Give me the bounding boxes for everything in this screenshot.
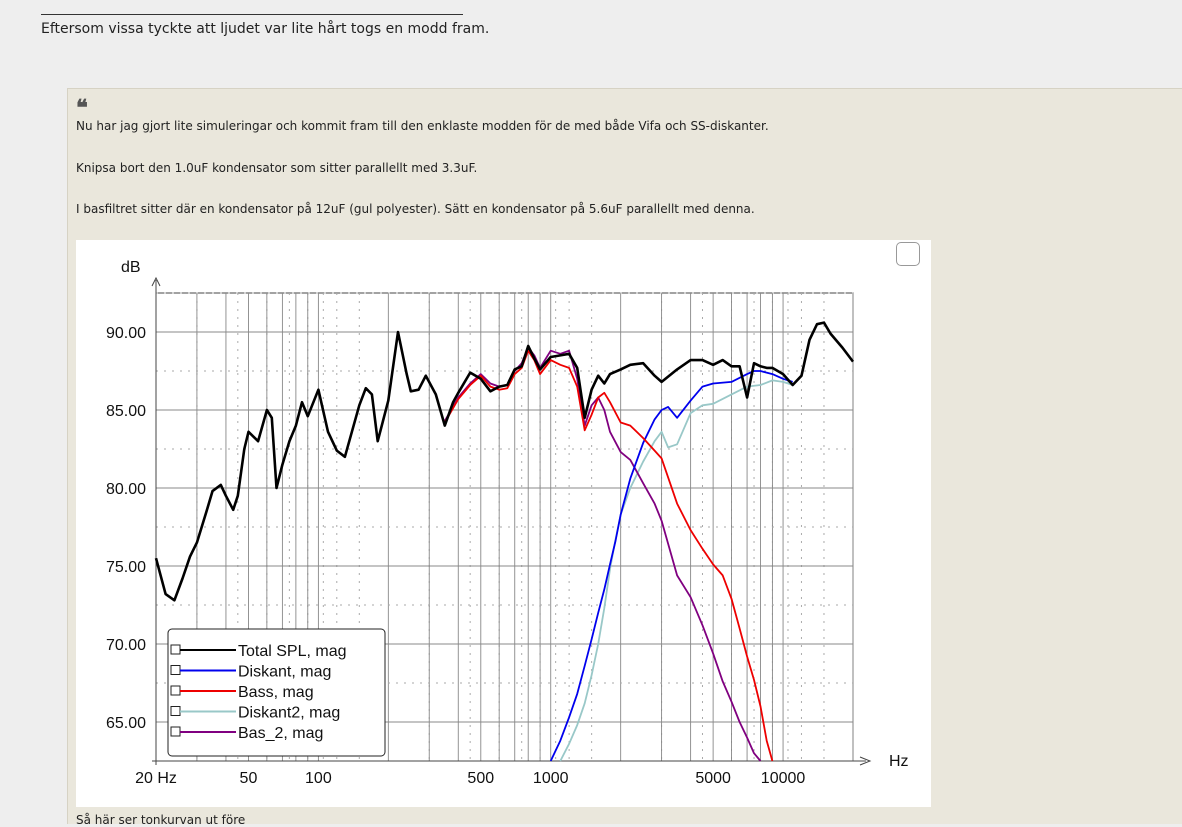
legend-label: Bas_2, mag (238, 725, 323, 742)
y-axis-arrow (151, 276, 161, 287)
x-axis-arrow (859, 756, 872, 766)
legend-checkbox (170, 726, 181, 737)
x-tick-label: 100 (305, 770, 332, 787)
frequency-response-chart: dB Hz 90.00 85.00 80.00 75.00 70.00 65.00 20 Hz 5… (106, 259, 909, 787)
legend-label: Total SPL, mag (238, 643, 347, 660)
legend-label: Diskant2, mag (238, 705, 340, 722)
signature-divider (41, 14, 463, 15)
legend-label: Diskant, mag (238, 664, 331, 681)
quote-after-text: Så här ser tonkurvan ut före (76, 813, 246, 827)
chart-legend: Total SPL, mag Diskant, mag Bass, mag Diska… (167, 628, 386, 757)
y-tick-label: 90.00 (106, 325, 146, 342)
quote-line-2: Knipsa bort den 1.0uF kondensator som si… (76, 161, 478, 175)
quote-icon: ❝ (76, 95, 88, 121)
image-select-checkbox[interactable] (896, 242, 920, 266)
y-axis-title: dB (121, 259, 141, 276)
legend-checkbox (170, 644, 181, 655)
series-line-bass-mag (444, 349, 774, 762)
y-tick-label: 80.00 (106, 481, 146, 498)
x-tick-label: 500 (467, 770, 494, 787)
chart-image: dB Hz 90.00 85.00 80.00 75.00 70.00 65.00 20 Hz 5… (76, 240, 931, 807)
x-tick-label: 50 (240, 770, 258, 787)
y-tick-label: 70.00 (106, 637, 146, 654)
x-tick-label: 20 Hz (135, 770, 177, 787)
x-axis-title: Hz (889, 753, 909, 770)
x-tick-label: 1000 (533, 770, 569, 787)
y-tick-label: 75.00 (106, 559, 146, 576)
legend-label: Bass, mag (238, 684, 314, 701)
legend-checkbox (170, 685, 181, 696)
y-tick-label: 65.00 (106, 715, 146, 732)
legend-checkbox (170, 706, 181, 716)
series-line-diskant2-mag (559, 379, 793, 762)
post-text: Eftersom vissa tyckte att ljudet var lit… (41, 21, 490, 37)
chart-series (154, 321, 855, 762)
x-tick-label: 5000 (695, 770, 731, 787)
quote-block: ❝ Nu har jag gjort lite simuleringar och… (67, 88, 1182, 827)
series-line-total-spl-mag (154, 321, 855, 602)
x-tick-label: 10000 (761, 770, 806, 787)
quote-line-3: I basfiltret sitter där en kondensator p… (76, 202, 755, 216)
y-tick-label: 85.00 (106, 403, 146, 420)
quote-line-1: Nu har jag gjort lite simuleringar och k… (76, 119, 769, 133)
legend-box (167, 628, 386, 757)
chart-axes: dB Hz 90.00 85.00 80.00 75.00 70.00 65.00 20 Hz 5… (106, 259, 909, 787)
legend-checkbox (170, 665, 181, 675)
